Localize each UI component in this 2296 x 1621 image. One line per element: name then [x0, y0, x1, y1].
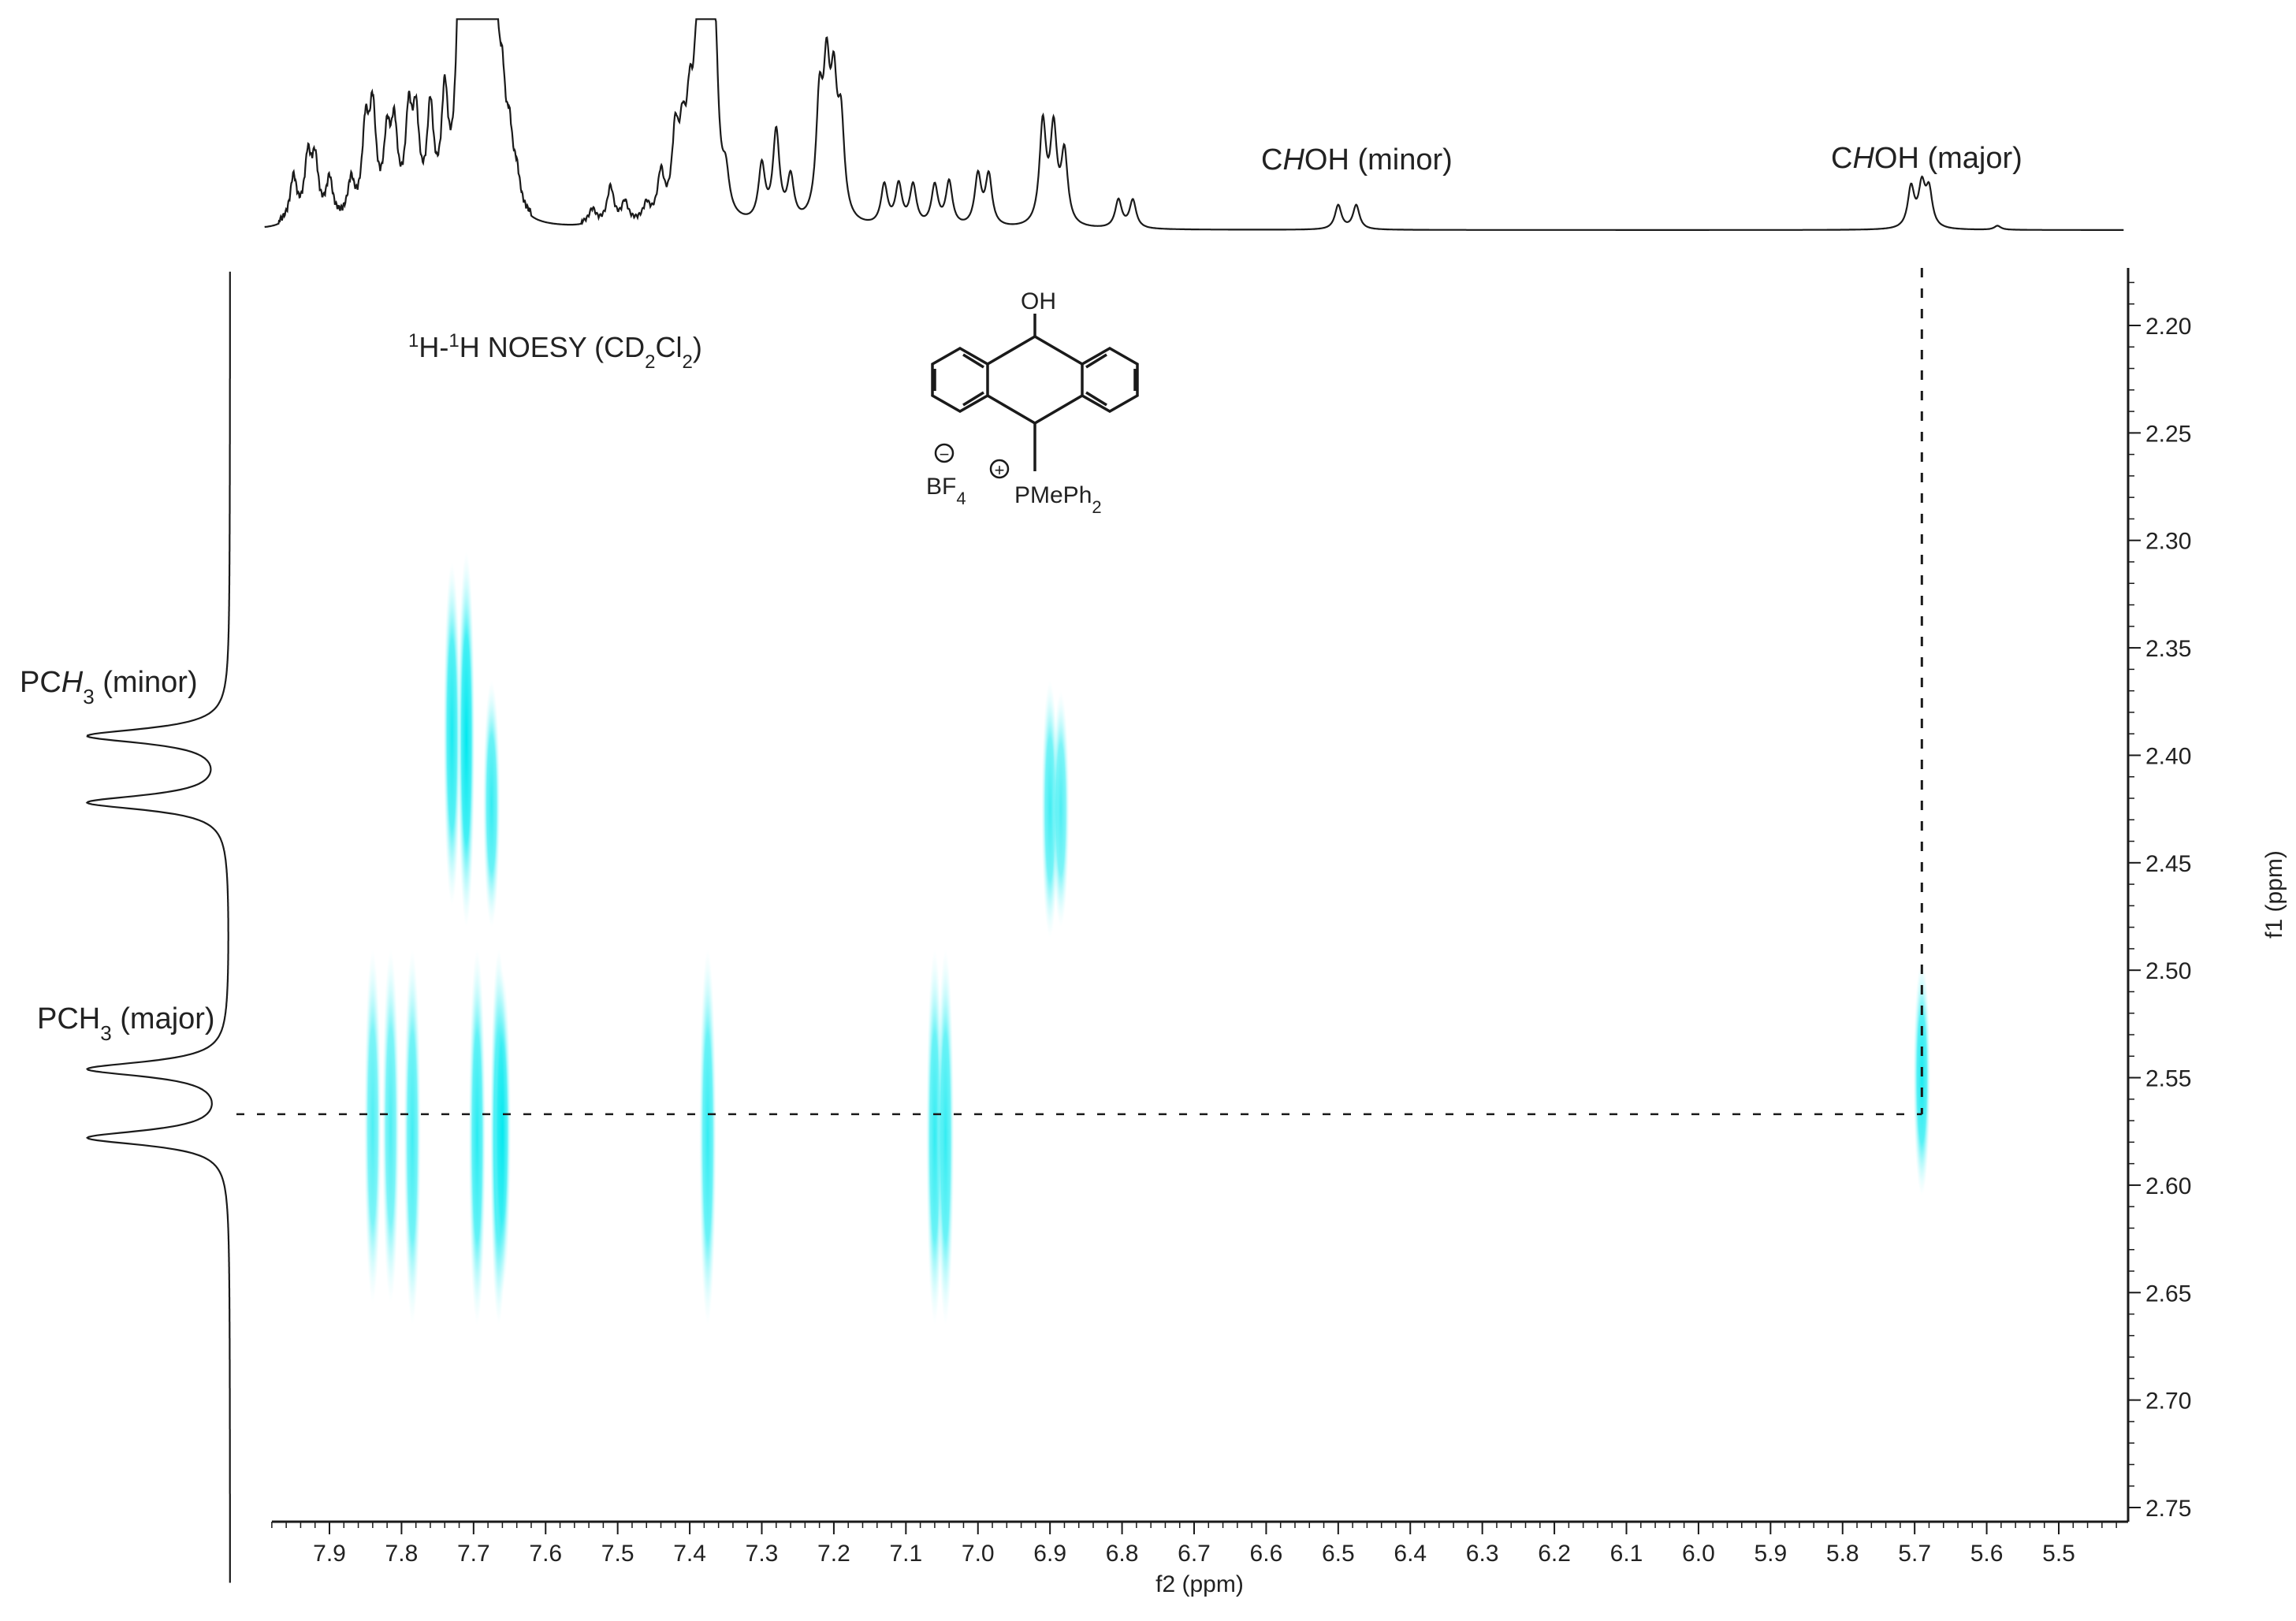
left-ring-inner-bond-2: [962, 353, 984, 369]
annotation-pch3-major: PCH3 (major): [37, 1002, 215, 1045]
x-tick-label: 6.0: [1682, 1541, 1715, 1567]
structure-oh-label: OH: [1021, 288, 1056, 314]
cross-peak-5: [363, 948, 381, 1303]
x-tick-label: 7.4: [673, 1541, 706, 1567]
x-tick-label: 6.3: [1466, 1541, 1499, 1567]
right-ring-inner-bond-2: [1085, 353, 1107, 369]
cross-peak-13: [936, 948, 954, 1325]
y-tick-label: 2.20: [2145, 314, 2191, 340]
x-tick-label: 7.6: [529, 1541, 562, 1567]
x-tick-label: 6.4: [1394, 1541, 1427, 1567]
y-tick-label: 2.25: [2145, 421, 2191, 447]
experiment-title: 1H-1H NOESY (CD2Cl2): [408, 330, 702, 373]
y-tick-label: 2.75: [2145, 1496, 2191, 1522]
x-tick-label: 6.2: [1538, 1541, 1571, 1567]
x-tick-label: 5.7: [1898, 1541, 1931, 1567]
minus-charge-circle: [934, 443, 954, 463]
cross-peak-7: [404, 948, 422, 1325]
x-tick-label: 6.6: [1250, 1541, 1283, 1567]
x-tick-label: 7.2: [817, 1541, 850, 1567]
f1-projection-trace: [85, 271, 231, 1583]
left-ring-inner-bond-3: [962, 391, 984, 407]
y-tick-label: 2.65: [2145, 1281, 2191, 1307]
cross-peak-4: [1051, 690, 1070, 928]
x-tick-label: 5.9: [1754, 1541, 1787, 1567]
x-tick-label: 7.7: [457, 1541, 490, 1567]
y-tick-label: 2.45: [2145, 851, 2191, 877]
x-tick-label: 6.5: [1322, 1541, 1355, 1567]
right-benzene-ring: [1081, 346, 1139, 414]
cross-peak-1: [443, 562, 461, 906]
crosshair: [236, 268, 1923, 1116]
x-tick-label: 7.5: [601, 1541, 634, 1567]
x-tick-label: 6.7: [1178, 1541, 1211, 1567]
f2-projection-trace: [264, 18, 2124, 231]
annotation-pch3-minor: PCH3 (minor): [20, 666, 198, 708]
x-tick-label: 7.1: [889, 1541, 922, 1567]
x-tick-label: 6.9: [1033, 1541, 1066, 1567]
structure-phosphonium-label: PMePh2: [1014, 482, 1102, 517]
y-axis-title: f1 (ppm): [2261, 850, 2287, 939]
x-tick-label: 7.8: [385, 1541, 419, 1567]
left-benzene-ring: [931, 346, 989, 414]
x-tick-label: 6.8: [1106, 1541, 1139, 1567]
minus-charge-label: −: [940, 444, 950, 464]
x-tick-label: 5.6: [1970, 1541, 2004, 1567]
cross-peak-10: [493, 970, 512, 1293]
central-bond-bottom-right: [1034, 394, 1083, 425]
chemical-structure: [931, 314, 1139, 479]
f1-projection-spectrum: [85, 271, 231, 1583]
cross-peak-8: [468, 948, 486, 1325]
x-tick-label: 6.1: [1610, 1541, 1643, 1567]
cross-peak-6: [381, 948, 400, 1303]
y-tick-label: 2.60: [2145, 1173, 2191, 1199]
f2-projection-spectrum: [264, 18, 2124, 231]
central-bond-bottom-left: [987, 394, 1036, 425]
cross-peak-11: [698, 948, 716, 1325]
y-tick-label: 2.50: [2145, 958, 2191, 984]
y-tick-label: 2.70: [2145, 1389, 2191, 1415]
annotation-choh-minor: CHOH (minor): [1261, 143, 1453, 177]
y-axis-ticks: 2.20 2.25 2.30 2.35 2.40 2.45 2.50 2.55 2.60 2.65…: [2128, 281, 2191, 1522]
central-bond-top-right: [1034, 335, 1083, 366]
x-axis-ticks: 7.9 7.8 7.7 7.6 7.5 7.4 7.3 7.2 7.1 7.0 6.9 6.8 6.7 6…: [271, 1522, 2117, 1567]
x-tick-label: 7.0: [962, 1541, 995, 1567]
structure-bf4-label: BF4: [926, 474, 966, 508]
plus-charge-label: +: [995, 460, 1005, 480]
y-tick-label: 2.30: [2145, 529, 2191, 555]
y-tick-label: 2.40: [2145, 743, 2191, 769]
x-tick-label: 5.8: [1826, 1541, 1859, 1567]
plus-charge-circle: [989, 459, 1010, 479]
cross-peaks: [363, 551, 1931, 1325]
x-tick-label: 5.5: [2042, 1541, 2075, 1567]
y-tick-label: 2.55: [2145, 1066, 2191, 1092]
cross-peak-2: [482, 680, 501, 928]
right-ring-inner-bond-3: [1085, 391, 1107, 407]
x-tick-label: 7.9: [313, 1541, 346, 1567]
x-axis-title: f2 (ppm): [1155, 1571, 1244, 1597]
central-bond-top-left: [987, 335, 1036, 366]
cross-peak-14: [1913, 959, 1931, 1196]
y-tick-label: 2.35: [2145, 636, 2191, 662]
x-tick-label: 7.3: [746, 1541, 779, 1567]
annotation-choh-major: CHOH (major): [1831, 142, 2022, 175]
cross-peak-0: [457, 551, 475, 928]
